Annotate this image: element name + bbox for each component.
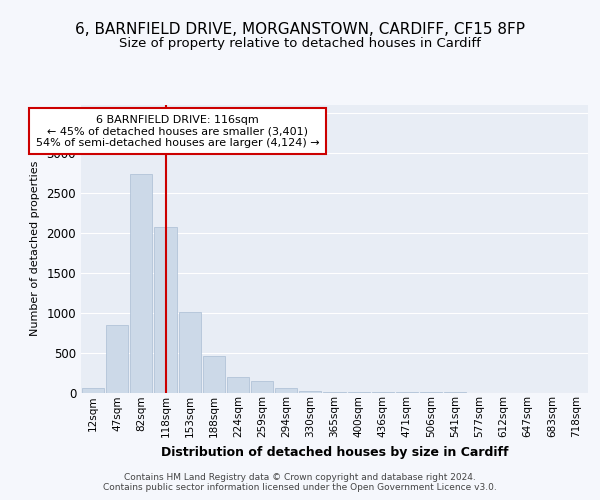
Text: Size of property relative to detached houses in Cardiff: Size of property relative to detached ho…: [119, 38, 481, 51]
X-axis label: Distribution of detached houses by size in Cardiff: Distribution of detached houses by size …: [161, 446, 508, 458]
Y-axis label: Number of detached properties: Number of detached properties: [29, 161, 40, 336]
Text: Contains HM Land Registry data © Crown copyright and database right 2024.
Contai: Contains HM Land Registry data © Crown c…: [103, 473, 497, 492]
Bar: [130, 174, 152, 392]
Text: 6 BARNFIELD DRIVE: 116sqm
← 45% of detached houses are smaller (3,401)
54% of se: 6 BARNFIELD DRIVE: 116sqm ← 45% of detac…: [36, 114, 319, 148]
Bar: [106, 326, 128, 392]
Bar: [227, 376, 249, 392]
Bar: [203, 356, 225, 393]
Bar: [82, 388, 104, 392]
Bar: [251, 381, 273, 392]
Bar: [154, 227, 176, 392]
Bar: [179, 312, 201, 392]
Bar: [275, 388, 298, 392]
Text: 6, BARNFIELD DRIVE, MORGANSTOWN, CARDIFF, CF15 8FP: 6, BARNFIELD DRIVE, MORGANSTOWN, CARDIFF…: [75, 22, 525, 38]
Bar: [299, 391, 322, 392]
